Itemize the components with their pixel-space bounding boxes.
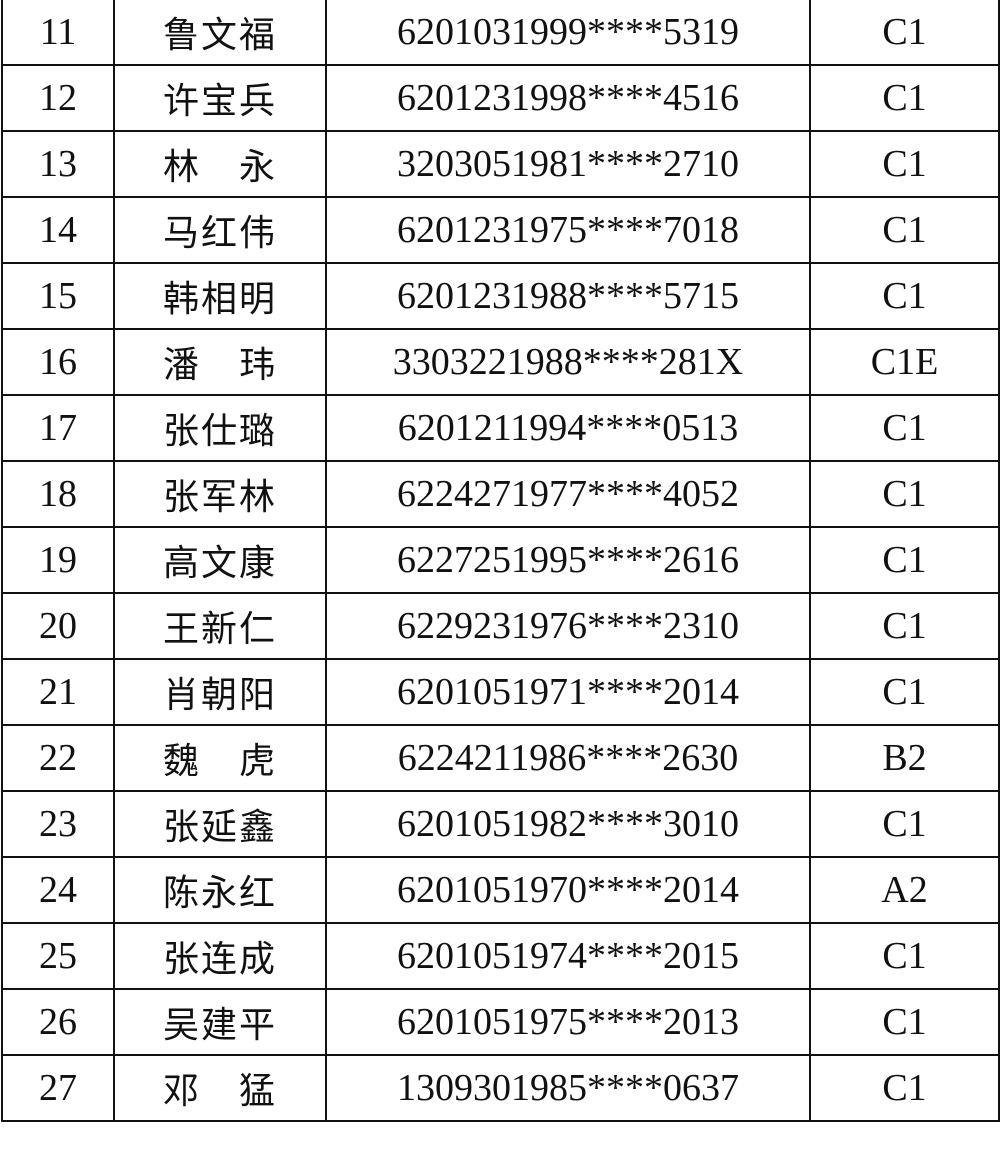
- id-number-cell: 6201051975****2013: [325, 988, 811, 1056]
- row-number-cell: 15: [1, 262, 115, 330]
- name-cell: 张仕璐: [113, 394, 327, 462]
- id-number-cell: 6227251995****2616: [325, 526, 811, 594]
- name-cell: 陈永红: [113, 856, 327, 924]
- id-number-cell: 3303221988****281X: [325, 328, 811, 396]
- table-row: 25 张连成 6201051974****2015 C1: [1, 922, 1000, 990]
- row-number-cell: 22: [1, 724, 115, 792]
- table-row: 14 马红伟 6201231975****7018 C1: [1, 196, 1000, 264]
- license-class-cell: B2: [809, 724, 1000, 792]
- row-number-cell: 14: [1, 196, 115, 264]
- roster-table: 11 鲁文福 6201031999****5319 C1 12 许宝兵 6201231998…: [1, 0, 1000, 1122]
- name-cell: 张连成: [113, 922, 327, 990]
- id-number-cell: 3203051981****2710: [325, 130, 811, 198]
- row-number-cell: 18: [1, 460, 115, 528]
- table-row: 16 潘 玮 3303221988****281X C1E: [1, 328, 1000, 396]
- row-number-cell: 19: [1, 526, 115, 594]
- table-row: 24 陈永红 6201051970****2014 A2: [1, 856, 1000, 924]
- table-row: 12 许宝兵 6201231998****4516 C1: [1, 64, 1000, 132]
- id-number-cell: 6201231975****7018: [325, 196, 811, 264]
- license-class-cell: C1: [809, 460, 1000, 528]
- row-number-cell: 16: [1, 328, 115, 396]
- name-cell: 鲁文福: [113, 0, 327, 66]
- id-number-cell: 6201051982****3010: [325, 790, 811, 858]
- name-cell: 吴建平: [113, 988, 327, 1056]
- license-class-cell: C1: [809, 658, 1000, 726]
- license-class-cell: A2: [809, 856, 1000, 924]
- table-row: 27 邓 猛 1309301985****0637 C1: [1, 1054, 1000, 1122]
- row-number-cell: 12: [1, 64, 115, 132]
- name-cell: 张军林: [113, 460, 327, 528]
- table-row: 26 吴建平 6201051975****2013 C1: [1, 988, 1000, 1056]
- table-row: 22 魏 虎 6224211986****2630 B2: [1, 724, 1000, 792]
- name-cell: 王新仁: [113, 592, 327, 660]
- name-cell: 魏 虎: [113, 724, 327, 792]
- row-number-cell: 17: [1, 394, 115, 462]
- table-row: 21 肖朝阳 6201051971****2014 C1: [1, 658, 1000, 726]
- id-number-cell: 6201051974****2015: [325, 922, 811, 990]
- row-number-cell: 21: [1, 658, 115, 726]
- name-cell: 肖朝阳: [113, 658, 327, 726]
- row-number-cell: 23: [1, 790, 115, 858]
- name-cell: 马红伟: [113, 196, 327, 264]
- id-number-cell: 6201051970****2014: [325, 856, 811, 924]
- id-number-cell: 6224211986****2630: [325, 724, 811, 792]
- id-number-cell: 6201231998****4516: [325, 64, 811, 132]
- row-number-cell: 13: [1, 130, 115, 198]
- id-number-cell: 6201231988****5715: [325, 262, 811, 330]
- row-number-cell: 20: [1, 592, 115, 660]
- table-body: 11 鲁文福 6201031999****5319 C1 12 许宝兵 6201231998…: [1, 0, 1000, 1122]
- row-number-cell: 24: [1, 856, 115, 924]
- table-row: 11 鲁文福 6201031999****5319 C1: [1, 0, 1000, 66]
- name-cell: 邓 猛: [113, 1054, 327, 1122]
- license-class-cell: C1: [809, 922, 1000, 990]
- table-row: 17 张仕璐 6201211994****0513 C1: [1, 394, 1000, 462]
- name-cell: 韩相明: [113, 262, 327, 330]
- license-class-cell: C1: [809, 130, 1000, 198]
- table-row: 20 王新仁 6229231976****2310 C1: [1, 592, 1000, 660]
- row-number-cell: 26: [1, 988, 115, 1056]
- table-row: 13 林 永 3203051981****2710 C1: [1, 130, 1000, 198]
- license-class-cell: C1: [809, 262, 1000, 330]
- license-class-cell: C1: [809, 394, 1000, 462]
- license-class-cell: C1: [809, 196, 1000, 264]
- id-number-cell: 6229231976****2310: [325, 592, 811, 660]
- id-number-cell: 1309301985****0637: [325, 1054, 811, 1122]
- license-class-cell: C1: [809, 988, 1000, 1056]
- table-row: 15 韩相明 6201231988****5715 C1: [1, 262, 1000, 330]
- name-cell: 潘 玮: [113, 328, 327, 396]
- row-number-cell: 11: [1, 0, 115, 66]
- id-number-cell: 6201211994****0513: [325, 394, 811, 462]
- license-class-cell: C1: [809, 592, 1000, 660]
- id-number-cell: 6201031999****5319: [325, 0, 811, 66]
- license-class-cell: C1: [809, 0, 1000, 66]
- name-cell: 张延鑫: [113, 790, 327, 858]
- name-cell: 高文康: [113, 526, 327, 594]
- name-cell: 许宝兵: [113, 64, 327, 132]
- table-row: 19 高文康 6227251995****2616 C1: [1, 526, 1000, 594]
- id-number-cell: 6224271977****4052: [325, 460, 811, 528]
- license-class-cell: C1: [809, 64, 1000, 132]
- license-class-cell: C1: [809, 526, 1000, 594]
- name-cell: 林 永: [113, 130, 327, 198]
- table-row: 23 张延鑫 6201051982****3010 C1: [1, 790, 1000, 858]
- id-number-cell: 6201051971****2014: [325, 658, 811, 726]
- row-number-cell: 27: [1, 1054, 115, 1122]
- license-class-cell: C1E: [809, 328, 1000, 396]
- table-row: 18 张军林 6224271977****4052 C1: [1, 460, 1000, 528]
- row-number-cell: 25: [1, 922, 115, 990]
- license-class-cell: C1: [809, 1054, 1000, 1122]
- license-class-cell: C1: [809, 790, 1000, 858]
